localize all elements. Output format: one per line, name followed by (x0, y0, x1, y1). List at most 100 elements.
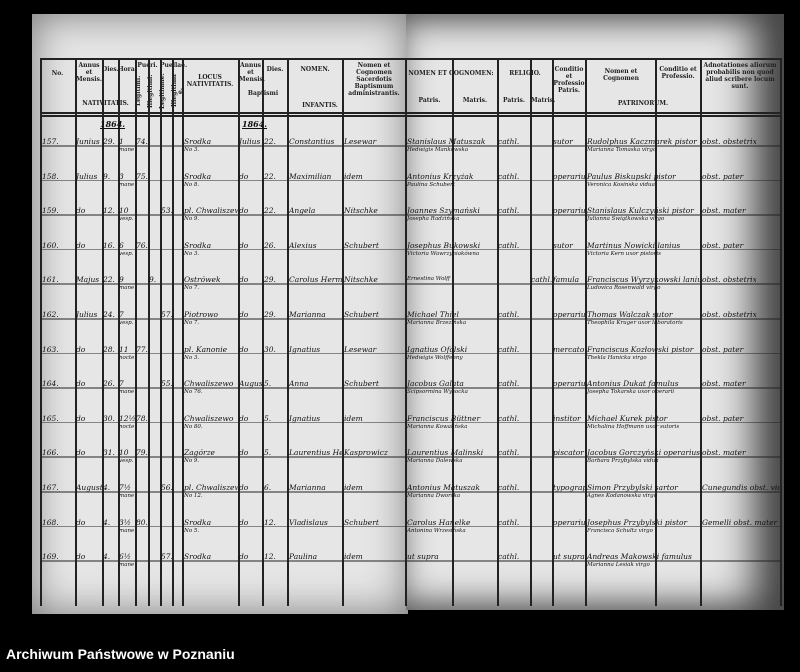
entry-conditio: mercator (553, 344, 585, 354)
entry-pater: Michael Thiel (407, 310, 459, 319)
entry-rel-p: cathl. (498, 483, 520, 492)
header-religio-patris: Patris. (503, 97, 525, 104)
register-cell-nomen: Ignatius (289, 345, 342, 354)
column-rule (530, 58, 532, 606)
register-cell-no: 160. (42, 241, 74, 250)
entry-hora: 7 (119, 310, 124, 319)
entry-rel-p: cathl. (498, 448, 520, 458)
entry-rel-p: cathl. (498, 171, 520, 181)
left-register-page (32, 14, 408, 614)
register-cell-nomen: Alexius (289, 241, 342, 250)
row-rule (40, 491, 406, 493)
entry-puellae-leg: 55. (161, 379, 172, 389)
register-cell-no: 162. (42, 310, 74, 319)
register-cell-b-mensis: do (239, 518, 262, 527)
header-religio: RELIGIO. (509, 70, 541, 77)
register-cell-sacerdos: Schubert (344, 310, 404, 319)
register-cell-nomen: Maximilian (289, 172, 342, 181)
row-rule (40, 421, 406, 424)
entry-adnot: obst. pater (702, 240, 744, 250)
register-cell-sacerdos: Lesewar (344, 345, 404, 354)
entry-rel-p: cathl. (498, 517, 520, 527)
row-rule (407, 318, 782, 320)
register-cell-rel-p: cathl. (498, 172, 530, 181)
entry-b-dies: 12. (264, 517, 276, 527)
entry-mater: Hedwigis Mankowska (407, 147, 469, 153)
entry-locus: Piotrowo (184, 310, 219, 319)
register-cell-hora: 11 nocte (119, 345, 135, 363)
register-cell-locus: Chwaliszewo No 76. (184, 379, 238, 397)
register-cell-hora: 7½ mane (119, 483, 135, 501)
entry-puellae-leg: 57. (161, 310, 172, 319)
register-cell-patrinus: Michael Kurek pistor Michalina Hoffmann u… (587, 414, 700, 432)
header-patris: Patris. (418, 97, 441, 104)
register-cell-b-mensis: Julius (239, 137, 262, 146)
entry-pueri-leg: 80. (136, 517, 148, 527)
entry-hora-sub: mane (119, 181, 135, 188)
header-adnotationes: Adnotationes aliorum probabilis non quod… (703, 62, 777, 90)
entry-locus: pl. Chwaliszewo (184, 206, 238, 216)
entry-patrinus: Antonius Dukat famulus (587, 379, 679, 389)
entry-b-mensis: do (239, 517, 249, 527)
entry-adnot: obst. pater (702, 344, 744, 354)
header-sacerdos: Nomen et Cognomen Sacerdotis Baptismum a… (348, 62, 400, 97)
entry-sacerdos: idem (344, 552, 363, 562)
entry-mensis: do (76, 240, 86, 250)
entry-dies: 4. (103, 552, 111, 562)
register-cell-conditio: typographus (553, 483, 585, 492)
entry-b-dies: 5. (264, 379, 272, 389)
entry-b-mensis: do (239, 275, 249, 285)
entry-locus-sub: No 3. (184, 147, 200, 153)
entry-conditio: sutor (553, 240, 573, 250)
entry-nomen: Marianna (289, 310, 326, 319)
entry-pater: Joannes Szymański (407, 206, 480, 216)
entry-hora: 6½ (119, 552, 132, 562)
register-cell-pater: Antonius Matuszak Marianna Dworska (407, 483, 497, 501)
entry-puellae-leg: 56. (161, 483, 172, 492)
entry-hora-sub: mane (119, 285, 135, 292)
entry-rel-p: cathl. (498, 137, 520, 146)
register-cell-no: 166. (42, 448, 74, 457)
row-rule (40, 318, 406, 320)
entry-conditio: operarius (553, 517, 585, 527)
entry-sacerdos: Kasprowicz (344, 448, 388, 458)
entry-b-mensis: do (239, 552, 249, 562)
header-nativitatis: NATIVITATIS. (82, 100, 129, 107)
entry-no: 158. (42, 171, 59, 181)
register-cell-conditio: ut supra (553, 552, 585, 561)
entry-nomen: Carolus Hermanus (289, 275, 342, 285)
header-dies: Dies. (102, 66, 119, 73)
entry-rel-p: cathl. (498, 206, 520, 216)
register-cell-locus: Srodka No 3. (184, 241, 238, 259)
register-cell-b-dies: 22. (264, 172, 287, 181)
entry-locus-sub: No 7. (184, 320, 200, 326)
header-no: No. (51, 70, 64, 77)
register-cell-mensis: Junius (76, 137, 102, 146)
entry-b-mensis: Augustus (239, 379, 262, 389)
entry-conditio: institor (553, 413, 581, 423)
entry-no: 167. (42, 483, 59, 492)
header-locus: LOCUS NATIVITATIS. (186, 74, 234, 88)
entry-dies: 24. (103, 310, 115, 319)
header-rule (407, 58, 782, 60)
entry-locus: Srodka (184, 171, 212, 181)
entry-nomen: Anna (289, 379, 309, 389)
column-rule (118, 58, 120, 606)
entry-hora: 3 (119, 171, 124, 181)
register-cell-mensis: Augustus (76, 483, 102, 492)
entry-mater: Marianna Brzezińska (407, 320, 467, 326)
entry-dies: 16. (103, 240, 115, 250)
column-rule (655, 58, 657, 606)
register-cell-dies: 4. (103, 552, 118, 561)
entry-mensis: Julius (76, 171, 98, 181)
register-cell-mensis: do (76, 379, 102, 388)
register-cell-dies: 30. (103, 414, 118, 423)
header-baptism-annus: Annus et Mensis. (239, 62, 265, 83)
entry-adnot: obst. obstetrix (702, 137, 757, 146)
register-cell-adnot: Cunegundis obst. vidua (702, 483, 780, 492)
register-cell-adnot: obst. pater (702, 241, 780, 250)
entry-rel-p: cathl. (498, 344, 520, 354)
register-cell-nomen: Laurentius Hermanus (289, 448, 342, 457)
entry-conditio: piscator (553, 448, 584, 458)
